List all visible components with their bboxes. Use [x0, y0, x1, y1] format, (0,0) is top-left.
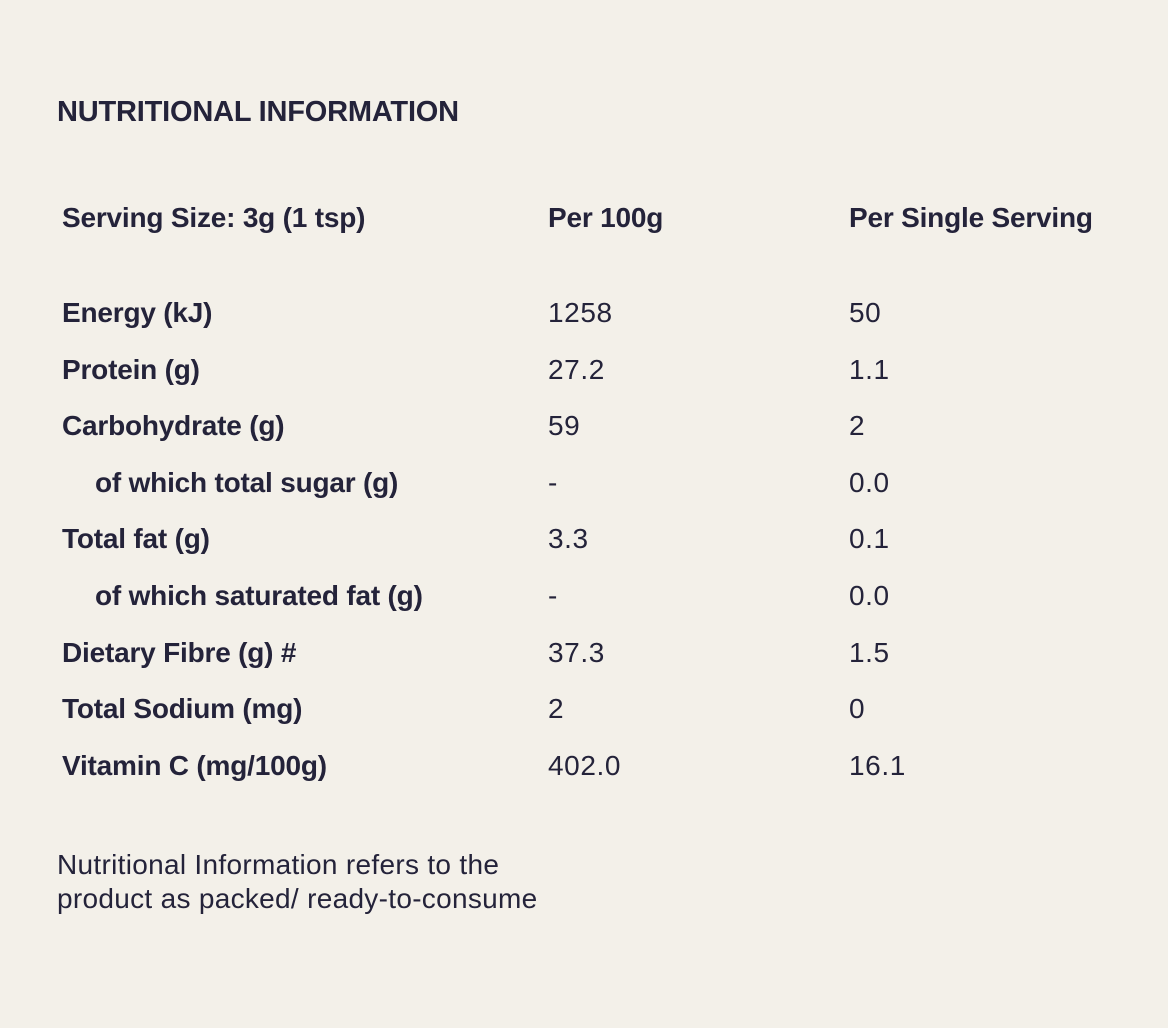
per-serving-value: 1.5: [849, 636, 890, 668]
per-100g-value: 27.2: [548, 353, 605, 385]
per-serving-value: 50: [849, 297, 882, 328]
table-header: Serving Size: 3g (1 tsp) Per 100g Per Si…: [0, 202, 1168, 238]
nutrient-label: Energy (kJ): [62, 297, 213, 328]
nutrition-table: Energy (kJ) 1258 50 Protein (g) 27.2 1.1…: [0, 297, 1168, 806]
nutrient-label: Dietary Fibre (g) #: [62, 636, 297, 668]
nutrient-label: Protein (g): [62, 353, 200, 385]
per-100g-value: 37.3: [548, 636, 605, 668]
table-row: Total fat (g) 3.3 0.1: [0, 523, 1168, 580]
per-100g-header: Per 100g: [548, 202, 664, 233]
table-row: of which total sugar (g) - 0.0: [0, 467, 1168, 524]
per-serving-header: Per Single Serving: [849, 202, 1093, 233]
table-row: Total Sodium (mg) 2 0: [0, 693, 1168, 750]
table-row: Vitamin C (mg/100g) 402.0 16.1: [0, 750, 1168, 807]
nutrient-label: Carbohydrate (g): [62, 410, 285, 442]
per-serving-value: 0.0: [849, 466, 890, 498]
per-100g-value: 1258: [548, 297, 613, 328]
table-row: Protein (g) 27.2 1.1: [0, 354, 1168, 411]
per-100g-value: -: [548, 466, 558, 498]
table-row: of which saturated fat (g) - 0.0: [0, 580, 1168, 637]
per-100g-value: 59: [548, 410, 581, 442]
footnote-line-2: product as packed/ ready-to-consume: [57, 883, 538, 914]
per-100g-value: 2: [548, 693, 565, 725]
nutrient-label: of which total sugar (g): [95, 466, 399, 498]
nutrient-label: Total Sodium (mg): [62, 693, 303, 725]
footnote: Nutritional Information refers to the pr…: [57, 848, 677, 916]
per-100g-value: 3.3: [548, 523, 589, 555]
per-serving-value: 16.1: [849, 749, 906, 781]
per-serving-value: 1.1: [849, 353, 890, 385]
nutrient-label: Vitamin C (mg/100g): [62, 749, 327, 781]
per-serving-value: 0.0: [849, 579, 890, 611]
serving-size-header: Serving Size: 3g (1 tsp): [62, 202, 366, 233]
per-100g-value: -: [548, 579, 558, 611]
page-title: NUTRITIONAL INFORMATION: [57, 96, 459, 128]
per-100g-value: 402.0: [548, 749, 622, 781]
table-row: Dietary Fibre (g) # 37.3 1.5: [0, 637, 1168, 694]
per-serving-value: 0.1: [849, 523, 890, 555]
nutrient-label: Total fat (g): [62, 523, 210, 555]
per-serving-value: 0: [849, 693, 866, 725]
table-row: Energy (kJ) 1258 50: [0, 297, 1168, 354]
per-serving-value: 2: [849, 410, 866, 442]
table-row: Carbohydrate (g) 59 2: [0, 410, 1168, 467]
footnote-line-1: Nutritional Information refers to the: [57, 849, 500, 880]
nutrient-label: of which saturated fat (g): [95, 579, 423, 611]
